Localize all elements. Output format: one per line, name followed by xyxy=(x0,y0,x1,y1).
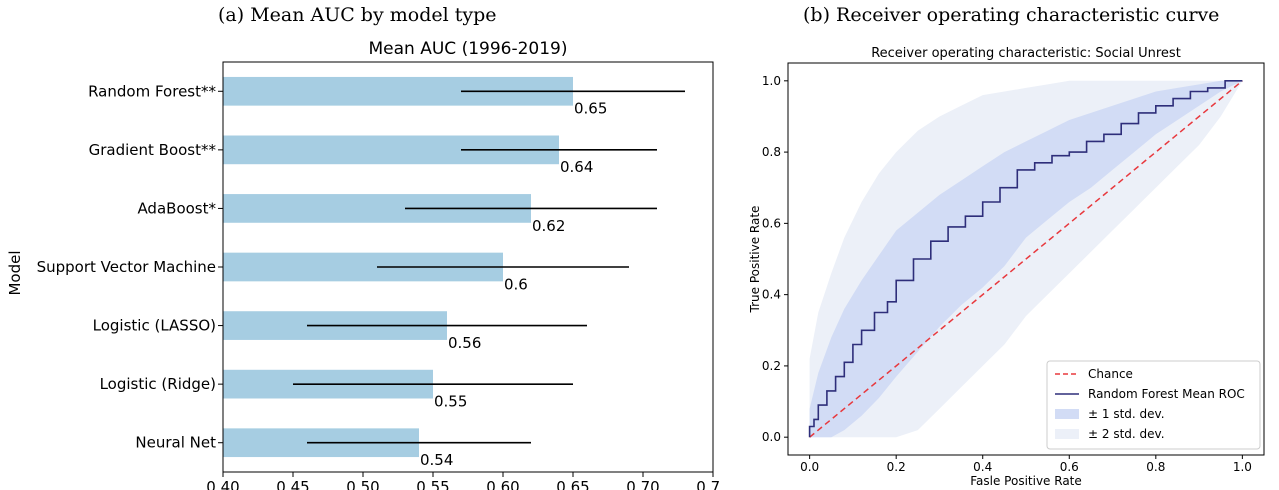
chart-a-frame xyxy=(222,61,714,473)
value-label-1: 0.64 xyxy=(560,158,593,176)
b-x-tick-label-2: 0.4 xyxy=(973,460,992,474)
legend-label-2: ± 1 std. dev. xyxy=(1088,407,1165,421)
chance-line xyxy=(809,80,1243,438)
mean-roc-line xyxy=(808,80,1243,438)
value-label-2: 0.62 xyxy=(532,217,565,235)
roc-chart-social-unrest: Receiver operating characteristic: Socia… xyxy=(748,46,1265,488)
x-tick-label-3: 0.55 xyxy=(416,478,449,490)
x-tick-label-4: 0.60 xyxy=(486,478,519,490)
b-y-tick-label-3: 0.6 xyxy=(762,216,781,230)
x-tick-label-2: 0.50 xyxy=(346,478,379,490)
x-tick-label-5: 0.65 xyxy=(556,478,589,490)
b-x-tick-label-4: 0.8 xyxy=(1146,460,1165,474)
chart-b-frame xyxy=(787,62,1265,456)
bar-chart-mean-auc: Mean AUC (1996-2019) Model 0.65 0.64 0.62 0… xyxy=(6,39,720,490)
category-label-5: Logistic (Ridge) xyxy=(100,375,216,393)
legend-label-1: Random Forest Mean ROC xyxy=(1088,387,1245,401)
legend-label-3: ± 2 std. dev. xyxy=(1088,427,1165,441)
category-label-6: Neural Net xyxy=(135,434,216,452)
value-label-4: 0.56 xyxy=(448,334,481,352)
value-label-0: 0.65 xyxy=(574,100,607,118)
x-tick-label-0: 0.40 xyxy=(206,478,239,490)
category-label-1: Gradient Boost** xyxy=(89,141,217,159)
b-x-tick-label-5: 1.0 xyxy=(1233,460,1252,474)
category-label-2: AdaBoost* xyxy=(137,199,216,217)
caption-a: (a) Mean AUC by model type xyxy=(218,4,497,26)
value-label-3: 0.6 xyxy=(504,275,528,293)
category-label-3: Support Vector Machine xyxy=(37,258,216,276)
x-tick-label-6: 0.70 xyxy=(626,478,659,490)
b-y-tick-label-0: 0.0 xyxy=(762,430,781,444)
x-tick-label-1: 0.45 xyxy=(276,478,309,490)
chart-a-ylabel: Model xyxy=(6,250,24,295)
b-y-tick-label-5: 1.0 xyxy=(762,74,781,88)
legend-swatch-2 xyxy=(1055,409,1079,419)
legend-swatch-3 xyxy=(1055,429,1079,439)
legend: Chance Random Forest Mean ROC ± 1 std. dev… xyxy=(1046,360,1261,450)
value-label-5: 0.55 xyxy=(434,392,467,410)
caption-b: (b) Receiver operating characteristic cu… xyxy=(803,4,1220,26)
b-x-tick-label-1: 0.2 xyxy=(887,460,906,474)
b-x-tick-label-0: 0.0 xyxy=(800,460,819,474)
legend-label-0: Chance xyxy=(1088,367,1133,381)
b-x-tick-label-3: 0.6 xyxy=(1060,460,1079,474)
chart-b-xlabel: Fasle Positive Rate xyxy=(970,474,1082,488)
chart-a-title: Mean AUC (1996-2019) xyxy=(369,39,568,59)
legend-box xyxy=(1046,360,1261,450)
b-y-tick-label-4: 0.8 xyxy=(762,145,781,159)
chart-b-title: Receiver operating characteristic: Socia… xyxy=(871,46,1181,61)
category-label-4: Logistic (LASSO) xyxy=(93,317,216,335)
value-label-6: 0.54 xyxy=(420,451,453,469)
chart-b-ylabel: True Positive Rate xyxy=(748,206,762,314)
b-y-tick-label-2: 0.4 xyxy=(762,288,781,302)
category-label-0: Random Forest** xyxy=(88,82,216,100)
b-y-tick-label-1: 0.2 xyxy=(762,359,781,373)
x-tick-label-7: 0.75 xyxy=(696,478,720,490)
